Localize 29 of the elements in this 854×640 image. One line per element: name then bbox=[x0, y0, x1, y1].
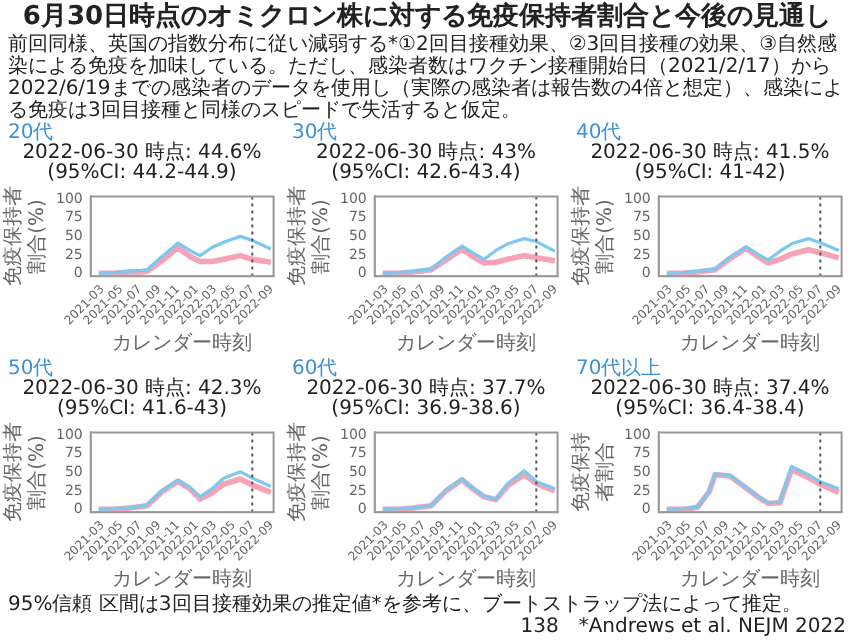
y-axis-title: 免疫保持者割合(%) bbox=[1, 422, 50, 523]
x-axis-title: カレンダー時刻 bbox=[396, 567, 537, 592]
y-axis-title: 免疫保持者割合(%) bbox=[285, 186, 334, 287]
text: 138 bbox=[520, 616, 559, 638]
text: 95%信頼 区間は3回目接種効果の推定値*を参考に、ブートストラップ法によって推定。 bbox=[8, 594, 804, 616]
x-axis-title: カレンダー時刻 bbox=[680, 567, 821, 592]
x-axis-title: カレンダー時刻 bbox=[112, 567, 253, 592]
x-axis-title: カレンダー時刻 bbox=[396, 331, 537, 356]
text: 6月30日時点のオミクロン株に対する免疫保持者割合と今後の見通し bbox=[20, 2, 834, 33]
y-axis-title: 免疫保持者割合(%) bbox=[285, 422, 334, 523]
chart-subtitle: 2022-06-30 時点: 41.5% (95%CI: 41-42) bbox=[590, 142, 832, 184]
y-axis-title: 免疫保持者割合 bbox=[569, 432, 618, 513]
x-axis-title: カレンダー時刻 bbox=[680, 331, 821, 356]
chart-title: 30代 bbox=[290, 122, 338, 144]
chart-subtitle: 2022-06-30 時点: 37.7% (95%CI: 36.9-38.6) bbox=[306, 378, 548, 420]
chart-subtitle: 2022-06-30 時点: 37.4% (95%CI: 36.4-38.4) bbox=[588, 378, 832, 420]
text: *Andrews et al. NEJM 2022 bbox=[578, 616, 846, 638]
text: 前回同様、英国の指数分布に従い減弱する*①2回目接種効果、②3回目接種の効果、③自然感染による免疫を加味している。ただし、感染者数はワクチン接種開始日（2021/2/17）から2022/6/19までの感染者のデータを使用し（実際の感染者は報告数の4倍と想定）、感染による免疫は3回目接種と同様のスピードで失活すると仮定。 bbox=[6, 34, 846, 122]
chart-title: 50代 bbox=[6, 358, 54, 380]
chart-subtitle: 2022-06-30 時点: 44.6% (95%CI: 44.2-44.9) bbox=[22, 142, 264, 184]
chart-title: 70代以上 bbox=[574, 358, 662, 380]
chart-subtitle: 2022-06-30 時点: 42.3% (95%CI: 41.6-43) bbox=[22, 378, 264, 420]
y-axis-title: 免疫保持者割合(%) bbox=[569, 186, 618, 287]
chart-title: 20代 bbox=[6, 122, 54, 144]
chart-title: 60代 bbox=[290, 358, 338, 380]
chart-title: 40代 bbox=[574, 122, 622, 144]
x-axis-title: カレンダー時刻 bbox=[112, 331, 253, 356]
y-axis-title: 免疫保持者割合(%) bbox=[1, 186, 50, 287]
chart-subtitle: 2022-06-30 時点: 43% (95%CI: 42.6-43.4) bbox=[313, 142, 539, 184]
